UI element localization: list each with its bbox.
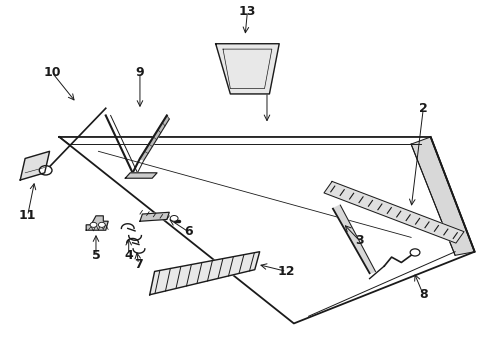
Polygon shape (158, 123, 165, 133)
Polygon shape (162, 116, 169, 126)
Text: 4: 4 (124, 249, 133, 262)
Polygon shape (145, 144, 152, 153)
Polygon shape (216, 44, 279, 94)
Polygon shape (333, 205, 375, 273)
Text: 3: 3 (356, 234, 364, 247)
Polygon shape (125, 173, 157, 178)
Polygon shape (411, 137, 475, 255)
Text: 11: 11 (19, 210, 36, 222)
Text: 2: 2 (419, 102, 428, 115)
Polygon shape (20, 151, 49, 180)
Polygon shape (150, 252, 260, 295)
Polygon shape (324, 181, 464, 243)
Polygon shape (140, 212, 169, 221)
Circle shape (39, 166, 52, 175)
Text: 12: 12 (278, 265, 295, 278)
Polygon shape (149, 137, 157, 147)
Text: 5: 5 (92, 249, 100, 262)
Text: 8: 8 (419, 288, 428, 301)
Text: 6: 6 (185, 225, 193, 238)
Text: 7: 7 (134, 258, 143, 271)
Text: 10: 10 (43, 66, 61, 79)
Text: 9: 9 (136, 66, 144, 79)
Polygon shape (153, 130, 161, 140)
Polygon shape (140, 151, 148, 160)
Polygon shape (86, 216, 108, 230)
Text: 1: 1 (263, 73, 271, 86)
Circle shape (170, 216, 178, 221)
Circle shape (90, 222, 97, 227)
Circle shape (410, 249, 420, 256)
Text: 13: 13 (239, 5, 256, 18)
Circle shape (98, 222, 105, 227)
